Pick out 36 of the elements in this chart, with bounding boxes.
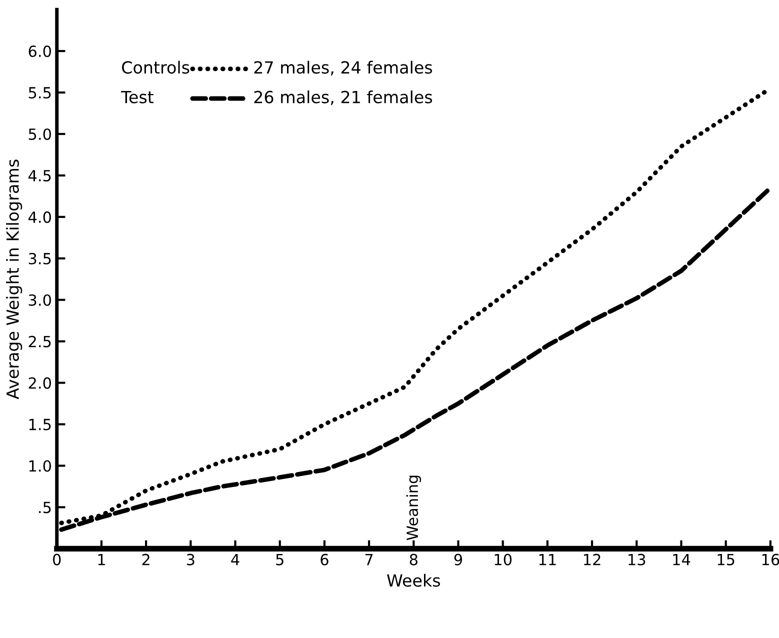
y-tick-label: 3.5 [28,252,51,264]
x-tick-label: 7 [365,554,373,566]
y-tick-label: 6.0 [28,46,51,58]
x-tick-label: 0 [53,554,61,566]
y-tick-label: .5 [39,502,51,514]
legend-label: Test [121,90,154,104]
x-tick-label: 11 [539,554,556,566]
y-tick-label: 5.0 [28,128,51,140]
x-tick-label: 5 [276,554,284,566]
x-tick-label: 10 [494,554,512,566]
x-tick-label: 13 [628,554,646,566]
annotation: Weaning [406,476,422,540]
x-tick-label: 3 [186,554,194,566]
x-tick-label: 4 [231,554,240,566]
y-axis-title: Average Weight in Kilograms [6,160,22,400]
x-tick-label: 15 [718,554,734,566]
annotation: 26 males, 21 females [254,90,432,106]
x-tick-label: 1 [98,554,105,566]
y-tick-label: 4.5 [28,170,51,182]
x-tick-label: 8 [410,554,418,566]
y-tick-label: 3.0 [28,294,51,306]
legend-label: Controls [122,60,190,74]
y-tick-label: 1.5 [29,418,51,430]
x-axis-title: Weeks [387,574,440,587]
y-tick-label: 1.0 [29,460,51,472]
x-tick-label: 9 [454,554,462,566]
x-tick-label: 16 [762,554,779,566]
y-tick-label: 2.5 [28,336,51,348]
x-tick-label: 12 [584,554,600,566]
x-tick-label: 14 [673,554,690,566]
y-tick-label: 4.0 [28,211,51,223]
y-tick-label: 5.5 [28,87,51,99]
x-tick-label: 2 [142,554,150,566]
x-tick-label: 6 [320,554,328,566]
annotation: 27 males, 24 females [254,60,432,76]
y-tick-label: 2.0 [28,377,51,389]
